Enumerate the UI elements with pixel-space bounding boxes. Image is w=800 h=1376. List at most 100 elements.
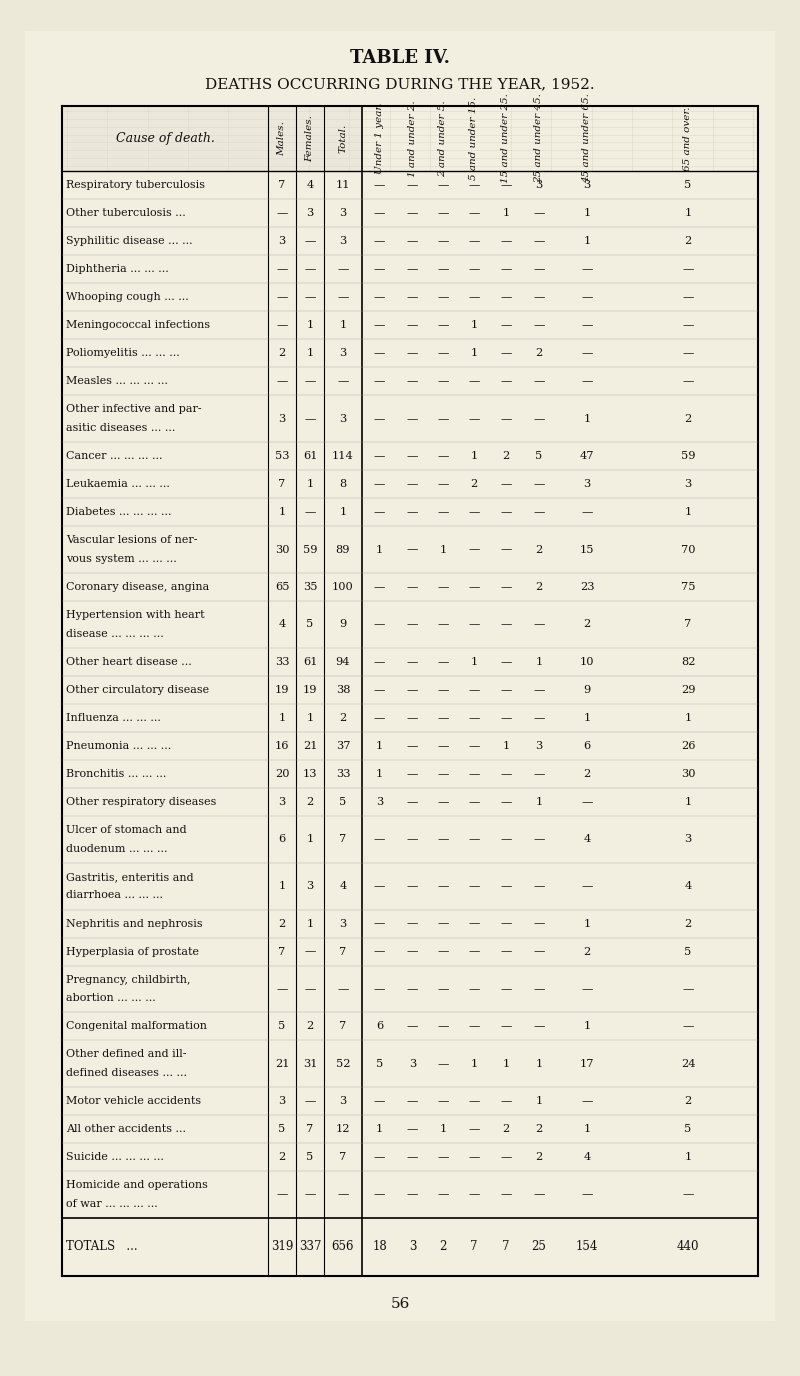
Text: 1: 1 (502, 740, 510, 751)
Text: 3: 3 (339, 208, 346, 217)
Text: Pneumonia ... ... ...: Pneumonia ... ... ... (66, 740, 171, 751)
Text: —: — (500, 479, 512, 488)
Text: —: — (407, 321, 418, 330)
Text: DEATHS OCCURRING DURING THE YEAR, 1952.: DEATHS OCCURRING DURING THE YEAR, 1952. (205, 77, 595, 91)
Text: —: — (304, 414, 316, 424)
Text: —: — (374, 264, 385, 274)
Text: 4: 4 (583, 834, 590, 845)
Text: 3: 3 (278, 237, 286, 246)
Text: 1: 1 (470, 348, 478, 358)
Text: —: — (438, 619, 449, 629)
Text: —: — (438, 919, 449, 929)
Text: 2: 2 (684, 414, 692, 424)
Text: 2: 2 (278, 348, 286, 358)
Text: 1: 1 (583, 713, 590, 722)
Text: —: — (534, 292, 545, 303)
Text: —: — (500, 545, 512, 555)
Text: 3: 3 (376, 797, 383, 806)
Text: —: — (682, 376, 694, 387)
Text: 3: 3 (306, 208, 314, 217)
Text: —: — (500, 1097, 512, 1106)
Text: —: — (582, 984, 593, 993)
Text: Suicide ... ... ... ...: Suicide ... ... ... ... (66, 1152, 164, 1163)
Text: 1: 1 (376, 1124, 383, 1134)
Text: —: — (407, 451, 418, 461)
Text: 3: 3 (339, 1097, 346, 1106)
Text: 9: 9 (583, 685, 590, 695)
Text: 6: 6 (583, 740, 590, 751)
Text: —: — (407, 479, 418, 488)
Text: Hypertension with heart: Hypertension with heart (66, 610, 205, 621)
Text: 1: 1 (278, 713, 286, 722)
Text: 4: 4 (583, 1152, 590, 1163)
Text: 1: 1 (306, 834, 314, 845)
Text: 5: 5 (278, 1021, 286, 1032)
Text: 20: 20 (274, 769, 290, 779)
Text: —: — (374, 321, 385, 330)
Text: 45 and under 65.: 45 and under 65. (582, 94, 591, 183)
Text: —: — (374, 1152, 385, 1163)
Text: —: — (500, 414, 512, 424)
Text: —: — (438, 414, 449, 424)
Text: 7: 7 (339, 1021, 346, 1032)
Text: —: — (438, 208, 449, 217)
Text: 1: 1 (306, 348, 314, 358)
Text: 16: 16 (274, 740, 290, 751)
Text: 13: 13 (302, 769, 318, 779)
Text: —: — (407, 348, 418, 358)
Text: —: — (304, 264, 316, 274)
Text: —: — (500, 180, 512, 190)
Text: 1: 1 (535, 797, 542, 806)
Text: of war ... ... ... ...: of war ... ... ... ... (66, 1198, 158, 1210)
Text: —: — (534, 713, 545, 722)
Text: —: — (304, 292, 316, 303)
Text: 3: 3 (535, 180, 542, 190)
Text: —: — (468, 713, 480, 722)
Text: —: — (500, 797, 512, 806)
Text: —: — (582, 264, 593, 274)
Text: —: — (438, 769, 449, 779)
Text: 5 and under 15.: 5 and under 15. (470, 96, 478, 180)
Text: 1: 1 (306, 479, 314, 488)
Text: —: — (374, 180, 385, 190)
Text: Diabetes ... ... ... ...: Diabetes ... ... ... ... (66, 508, 171, 517)
Text: —: — (374, 508, 385, 517)
Text: Under 1 year.: Under 1 year. (375, 103, 384, 175)
Text: 3: 3 (583, 180, 590, 190)
Text: Diphtheria ... ... ...: Diphtheria ... ... ... (66, 264, 169, 274)
Text: —: — (438, 656, 449, 667)
Text: 2: 2 (339, 713, 346, 722)
Text: 3: 3 (535, 740, 542, 751)
Text: —: — (468, 1152, 480, 1163)
Text: —: — (500, 919, 512, 929)
Text: 2: 2 (306, 797, 314, 806)
Text: —: — (682, 1190, 694, 1200)
Text: —: — (407, 984, 418, 993)
Text: —: — (582, 508, 593, 517)
Text: —: — (276, 984, 288, 993)
Text: —: — (500, 508, 512, 517)
Text: —: — (374, 1097, 385, 1106)
Text: —: — (407, 264, 418, 274)
Text: Males.: Males. (278, 121, 286, 155)
Text: 5: 5 (684, 947, 692, 956)
Text: 4: 4 (306, 180, 314, 190)
Text: Whooping cough ... ...: Whooping cough ... ... (66, 292, 189, 303)
Text: —: — (407, 414, 418, 424)
Text: TOTALS   ...: TOTALS ... (66, 1241, 138, 1254)
Text: 2: 2 (278, 919, 286, 929)
Text: 1: 1 (502, 1058, 510, 1069)
Text: 31: 31 (302, 1058, 318, 1069)
Text: 21: 21 (302, 740, 318, 751)
Text: 114: 114 (332, 451, 354, 461)
Text: —: — (500, 619, 512, 629)
Text: 1: 1 (470, 1058, 478, 1069)
Text: 5: 5 (376, 1058, 383, 1069)
Text: 1: 1 (502, 208, 510, 217)
Text: 7: 7 (502, 1241, 510, 1254)
Text: —: — (534, 376, 545, 387)
Text: Other infective and par-: Other infective and par- (66, 405, 202, 414)
Text: —: — (534, 947, 545, 956)
Text: —: — (374, 237, 385, 246)
Text: 2: 2 (535, 1124, 542, 1134)
